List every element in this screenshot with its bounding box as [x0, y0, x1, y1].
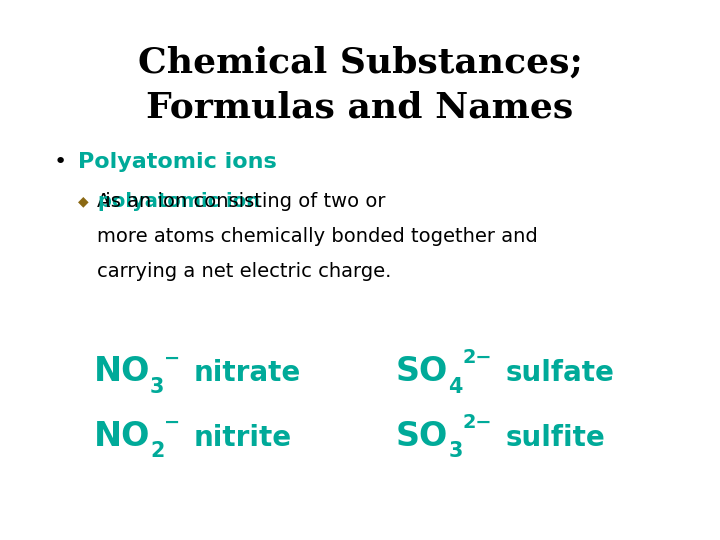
Text: more atoms chemically bonded together and: more atoms chemically bonded together an…	[97, 227, 538, 246]
Text: carrying a net electric charge.: carrying a net electric charge.	[97, 262, 392, 281]
Text: −: −	[164, 413, 181, 432]
Text: polyatomic ion: polyatomic ion	[98, 192, 260, 211]
Text: nitrite: nitrite	[194, 423, 292, 451]
Text: Formulas and Names: Formulas and Names	[146, 91, 574, 125]
Text: −: −	[164, 348, 181, 367]
Text: 3: 3	[449, 441, 463, 461]
Text: ◆: ◆	[78, 194, 89, 208]
Text: 3: 3	[150, 376, 164, 396]
Text: NO: NO	[94, 355, 150, 388]
Text: nitrate: nitrate	[194, 359, 301, 387]
Text: 2−: 2−	[463, 348, 492, 367]
Text: •: •	[54, 152, 67, 172]
Text: SO: SO	[396, 355, 449, 388]
Text: Polyatomic ions: Polyatomic ions	[78, 152, 276, 172]
Text: Chemical Substances;: Chemical Substances;	[138, 45, 582, 79]
Text: is an ion consisting of two or: is an ion consisting of two or	[99, 192, 386, 211]
Text: sulfate: sulfate	[505, 359, 614, 387]
Text: SO: SO	[396, 420, 449, 453]
Text: 4: 4	[449, 376, 463, 396]
Text: 2−: 2−	[463, 413, 492, 432]
Text: NO: NO	[94, 420, 150, 453]
Text: A: A	[97, 192, 117, 211]
Text: 2: 2	[150, 441, 164, 461]
Text: sulfite: sulfite	[505, 423, 605, 451]
